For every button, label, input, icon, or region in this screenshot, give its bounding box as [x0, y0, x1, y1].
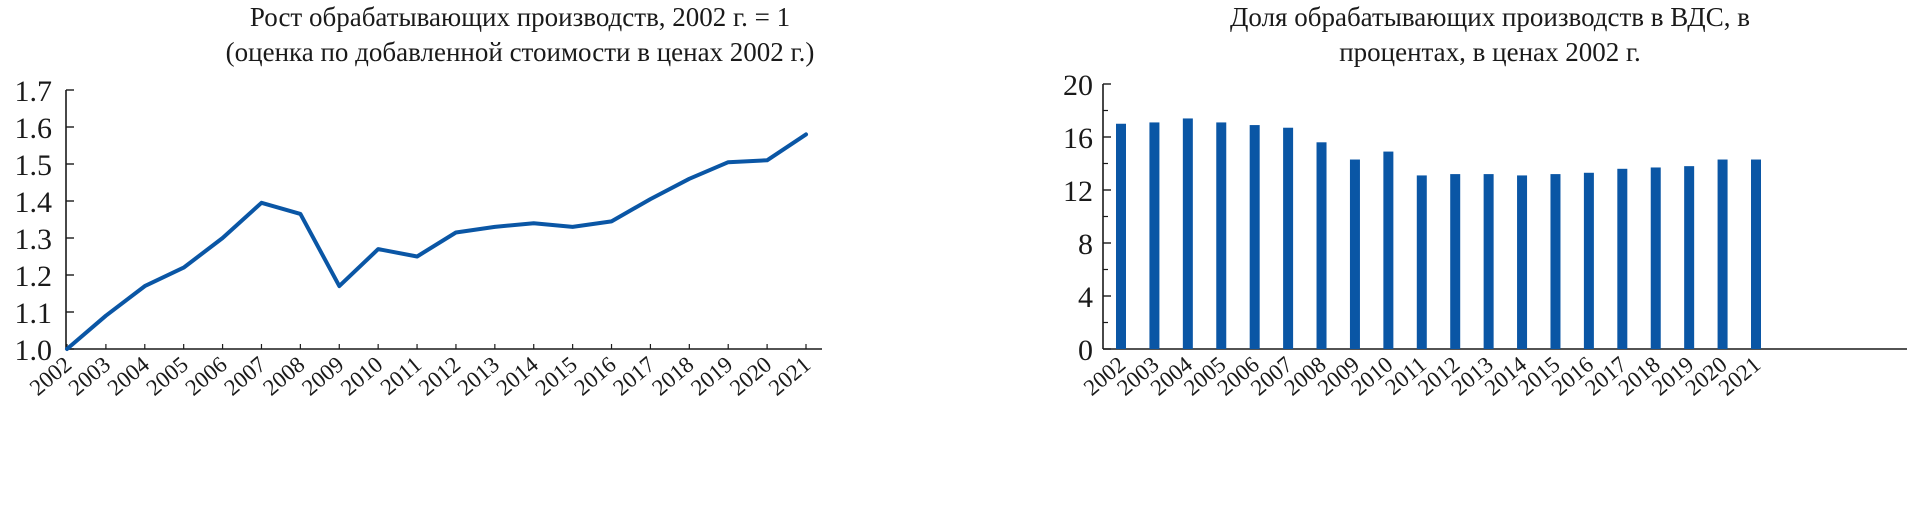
- y-tick-label: 1.4: [15, 186, 53, 219]
- y-tick-label: 12: [1063, 175, 1093, 208]
- bar: [1517, 175, 1528, 349]
- bar: [1416, 175, 1427, 349]
- y-tick-label: 1.0: [15, 334, 53, 367]
- growth-line-chart: Рост обрабатывающих производств, 2002 г.…: [15, 0, 920, 401]
- chart-title-line-2: процентах, в ценах 2002 г.: [1339, 37, 1641, 67]
- bar: [1483, 174, 1494, 349]
- bar: [1684, 166, 1695, 349]
- line-chart-plot: 1.01.11.21.31.41.51.61.72002200320042005…: [15, 75, 822, 401]
- y-tick-label: 4: [1078, 281, 1093, 314]
- y-tick-label: 8: [1078, 228, 1093, 261]
- bar: [1349, 159, 1360, 349]
- bar: [1617, 168, 1628, 349]
- y-tick-label: 1.3: [15, 223, 53, 256]
- y-tick-label: 0: [1078, 334, 1093, 367]
- bar: [1116, 123, 1126, 349]
- bar: [1717, 159, 1728, 349]
- chart-title-line-2: (оценка по добавленной стоимости в ценах…: [225, 37, 815, 67]
- bar: [1149, 122, 1160, 349]
- chart-title-line-1: Рост обрабатывающих производств, 2002 г.…: [249, 2, 791, 32]
- bar: [1550, 174, 1561, 349]
- y-tick-label: 1.2: [15, 260, 53, 293]
- y-tick-label: 1.5: [15, 149, 53, 182]
- bar: [1283, 127, 1294, 349]
- chart-title-line-1: Доля обрабатывающих производств в ВДС, в: [1230, 2, 1750, 32]
- bar: [1316, 142, 1327, 349]
- bar: [1216, 122, 1227, 349]
- bar: [1583, 172, 1594, 349]
- y-tick-label: 20: [1063, 69, 1093, 102]
- bar: [1450, 174, 1461, 349]
- chart-title: Доля обрабатывающих производств в ВДС, в…: [1120, 0, 1860, 70]
- x-tick-label: 2021: [764, 352, 815, 401]
- chart-title: Рост обрабатывающих производств, 2002 г.…: [120, 0, 920, 70]
- bar: [1383, 151, 1394, 349]
- series-line: [65, 132, 808, 351]
- y-tick-label: 1.1: [15, 297, 53, 330]
- share-bar-chart: Доля обрабатывающих производств в ВДС, в…: [1030, 0, 1907, 507]
- bar: [1751, 159, 1761, 349]
- bar: [1182, 118, 1193, 349]
- y-tick-label: 16: [1063, 122, 1093, 155]
- y-tick-label: 1.6: [15, 112, 53, 145]
- bar: [1249, 125, 1260, 349]
- bar: [1650, 167, 1661, 349]
- x-tick-label: 2011: [376, 352, 427, 400]
- bar-chart-plot: 0481216202002200320042005200620072008200…: [1063, 69, 1907, 400]
- y-tick-label: 1.7: [15, 75, 53, 108]
